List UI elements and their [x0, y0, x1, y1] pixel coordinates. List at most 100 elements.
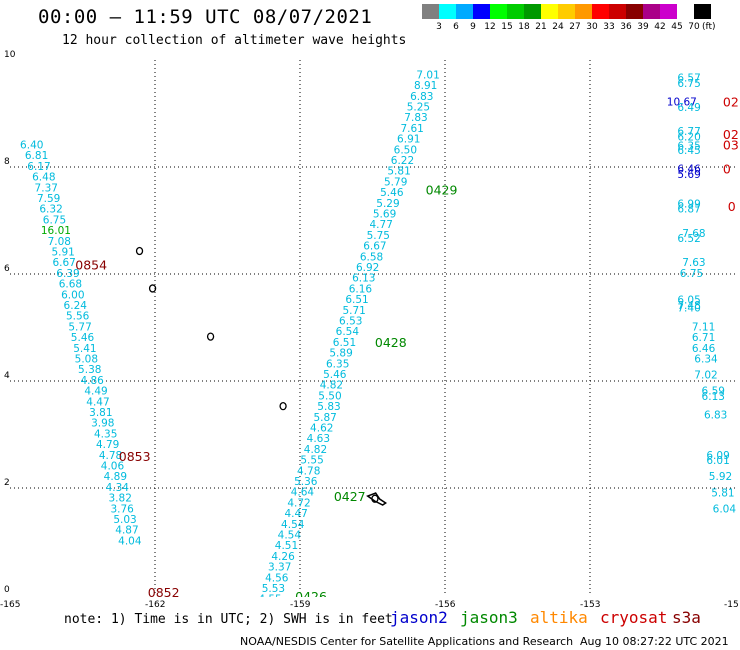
swh-value: 6.75	[677, 78, 700, 90]
mission-label-s3a: s3a	[672, 608, 701, 627]
pass-time-label: 0429	[426, 182, 458, 197]
x-tick-label: -162	[145, 600, 166, 610]
swh-value: 4.89	[104, 471, 127, 483]
colorbar-swatch	[609, 4, 626, 19]
swh-value: 5.56	[66, 311, 90, 323]
swh-value: 7.40	[677, 303, 700, 315]
swh-value: 5.46	[323, 369, 347, 381]
swh-value: 5.03	[113, 514, 136, 526]
island-island-a	[135, 246, 144, 256]
swh-value: 6.67	[363, 241, 386, 253]
swh-value: 7.59	[37, 193, 60, 205]
swh-value: 3.82	[109, 493, 132, 505]
swh-value: 5.29	[376, 198, 399, 210]
swh-value: 6.45	[677, 145, 700, 157]
swh-value: 4.62	[310, 423, 333, 435]
swh-value: 4.47	[86, 396, 109, 408]
swh-value: 5.50	[318, 390, 341, 402]
swh-value: 5.41	[73, 343, 96, 355]
swh-value: 7.61	[400, 123, 423, 135]
swh-value: 3.37	[268, 562, 291, 574]
colorbar-label: 45	[671, 22, 683, 32]
swh-value: 4.54	[278, 530, 302, 542]
swh-value: 4.86	[80, 375, 104, 387]
colorbar-label: 21	[535, 22, 547, 32]
x-tick-label: -159	[290, 600, 311, 610]
swh-value: 4.04	[118, 535, 142, 547]
swh-value: 6.75	[680, 268, 703, 280]
swh-value: 5.55	[300, 455, 323, 467]
island-island-c	[206, 332, 215, 341]
colorbar-label: 42	[654, 22, 666, 32]
swh-value: 7.48	[677, 300, 700, 312]
x-tick-label: -156	[435, 600, 456, 610]
colorbar-swatch	[524, 4, 541, 19]
swh-value: 6.57	[677, 73, 700, 85]
swh-value: 7.11	[692, 321, 715, 333]
swh-value: 8.91	[414, 80, 437, 92]
colorbar-swatch	[473, 4, 490, 19]
pass-time-label: 0	[723, 162, 731, 177]
swh-value: 5.69	[677, 169, 700, 181]
swh-value: 4.82	[304, 444, 327, 456]
colorbar-label: 24	[552, 22, 564, 32]
swh-value: 6.49	[677, 102, 700, 114]
swh-value: 4.34	[106, 482, 130, 494]
pass-time-label: 02	[723, 127, 739, 142]
swh-value: 6.00	[61, 289, 84, 301]
swh-value: 5.79	[384, 176, 407, 188]
colorbar-swatch	[660, 4, 677, 19]
colorbar-swatch	[575, 4, 592, 19]
swh-value: 6.54	[336, 326, 360, 338]
colorbar-label: 30	[586, 22, 598, 32]
swh-value: 4.47	[284, 508, 307, 520]
swh-value: 6.87	[677, 204, 700, 216]
swh-value: 6.01	[706, 455, 729, 467]
x-tick-label: -165	[0, 600, 21, 610]
colorbar-label: 27	[569, 22, 581, 32]
page-title: 00:00 – 11:59 UTC 08/07/2021	[38, 6, 373, 28]
swh-value: 10.67	[667, 97, 697, 109]
swh-value: 6.17	[27, 161, 50, 173]
swh-value: 6.16	[349, 283, 373, 295]
y-tick-label: 8	[4, 157, 10, 167]
swh-value: 4.55	[258, 594, 281, 597]
swh-value: 5.75	[367, 230, 390, 242]
swh-value: 4.06	[101, 461, 125, 473]
swh-value: 6.51	[345, 294, 368, 306]
swh-value: 5.36	[294, 476, 318, 488]
swh-value: 6.24	[64, 300, 88, 312]
swh-value: 6.50	[394, 144, 417, 156]
mission-label-jason2: jason2	[390, 608, 448, 627]
swh-value: 5.81	[711, 487, 734, 499]
swh-value: 6.83	[410, 91, 433, 103]
swh-value: 3.98	[91, 418, 114, 430]
swh-value: 5.08	[75, 354, 98, 366]
y-tick-label: 4	[4, 371, 10, 381]
island-island-b	[148, 284, 157, 293]
swh-value: 5.71	[342, 305, 365, 317]
swh-value: 5.46	[71, 332, 95, 344]
colorbar-label: 3	[436, 22, 442, 32]
swh-value: 7.63	[682, 257, 705, 269]
swh-value: 4.72	[287, 497, 310, 509]
footer-timestamp: Aug 10 08:27:22 UTC 2021	[580, 635, 729, 648]
swh-value: 4.87	[115, 525, 138, 537]
swh-value: 6.35	[326, 358, 349, 370]
y-tick-label: 6	[4, 264, 10, 274]
swh-value: 5.38	[78, 364, 101, 376]
swh-value: 7.83	[404, 112, 427, 124]
pass-time-label: 0854	[75, 257, 107, 272]
swh-value: 6.59	[702, 386, 725, 398]
colorbar-unit: (ft)	[702, 22, 716, 32]
colorbar-label: 6	[453, 22, 459, 32]
y-tick-label: 0	[4, 585, 10, 595]
swh-value: 6.20	[677, 132, 700, 144]
swh-value: 4.64	[291, 487, 315, 499]
pass-time-label: 0	[728, 199, 736, 214]
swh-value: 6.09	[706, 450, 729, 462]
island-island-d	[279, 401, 287, 411]
swh-value: 6.40	[20, 140, 43, 152]
swh-value: 4.49	[84, 386, 107, 398]
colorbar-swatch	[592, 4, 609, 19]
